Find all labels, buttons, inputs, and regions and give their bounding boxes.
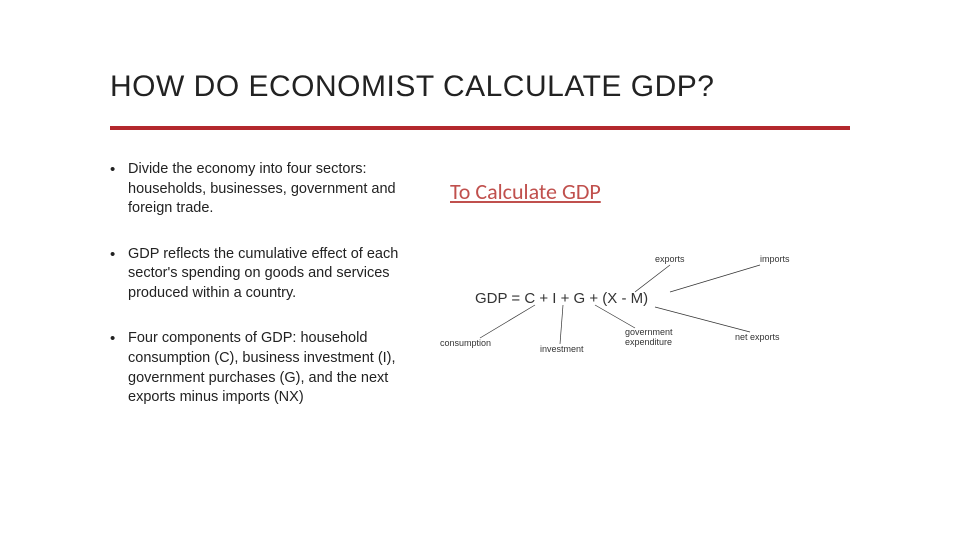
bullet-item: Four components of GDP: household consum…: [110, 329, 410, 407]
left-column: Divide the economy into four sectors: ho…: [110, 160, 410, 434]
annotation-net-exports: net exports: [735, 332, 780, 342]
bullet-item: Divide the economy into four sectors: ho…: [110, 160, 410, 219]
gdp-formula-diagram: GDP = C + I + G + (X - M) consumption in…: [440, 260, 810, 380]
bullet-item: GDP reflects the cumulative effect of ea…: [110, 245, 410, 304]
content-row: Divide the economy into four sectors: ho…: [110, 160, 850, 434]
gdp-subheading: To Calculate GDP: [450, 178, 850, 205]
annotation-government: government expenditure: [625, 328, 675, 348]
slide-container: HOW DO ECONOMIST CALCULATE GDP? Divide t…: [0, 0, 960, 540]
annotation-imports: imports: [760, 254, 790, 264]
annotation-investment: investment: [540, 344, 584, 354]
connector-lines: [440, 260, 810, 380]
annotation-consumption: consumption: [440, 338, 491, 348]
right-column: To Calculate GDP GDP = C + I + G + (X - …: [440, 160, 850, 434]
gdp-formula-text: GDP = C + I + G + (X - M): [475, 290, 648, 307]
annotation-exports: exports: [655, 254, 685, 264]
slide-title: HOW DO ECONOMIST CALCULATE GDP?: [110, 70, 850, 104]
bullet-list: Divide the economy into four sectors: ho…: [110, 160, 410, 408]
title-rule: [110, 126, 850, 130]
